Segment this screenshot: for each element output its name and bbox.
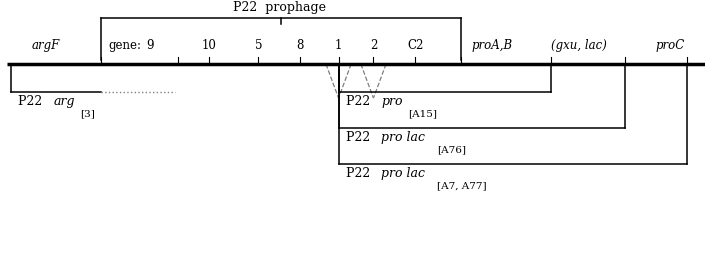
Text: argF: argF	[31, 39, 60, 52]
Text: proC: proC	[655, 39, 685, 52]
Text: (gxu, lac): (gxu, lac)	[551, 39, 607, 52]
Text: [A15]: [A15]	[409, 109, 437, 118]
Text: [A76]: [A76]	[437, 145, 466, 154]
Text: pro: pro	[381, 95, 403, 108]
Text: P22: P22	[345, 131, 374, 144]
Text: P22: P22	[18, 95, 46, 108]
Text: pro lac: pro lac	[381, 131, 425, 144]
Text: 2: 2	[370, 39, 377, 52]
Text: 5: 5	[255, 39, 262, 52]
Text: C2: C2	[407, 39, 424, 52]
Text: 10: 10	[202, 39, 217, 52]
Text: [3]: [3]	[80, 109, 95, 118]
Text: pro lac: pro lac	[381, 167, 425, 180]
Text: 9: 9	[147, 39, 154, 52]
Text: arg: arg	[53, 95, 75, 108]
Text: 8: 8	[296, 39, 304, 52]
Text: gene:: gene:	[108, 39, 141, 52]
Text: P22: P22	[345, 95, 374, 108]
Text: P22  prophage: P22 prophage	[233, 1, 326, 14]
Text: P22: P22	[345, 167, 374, 180]
Text: [A7, A77]: [A7, A77]	[437, 181, 486, 190]
Text: 1: 1	[335, 39, 342, 52]
Text: proA,B: proA,B	[471, 39, 513, 52]
